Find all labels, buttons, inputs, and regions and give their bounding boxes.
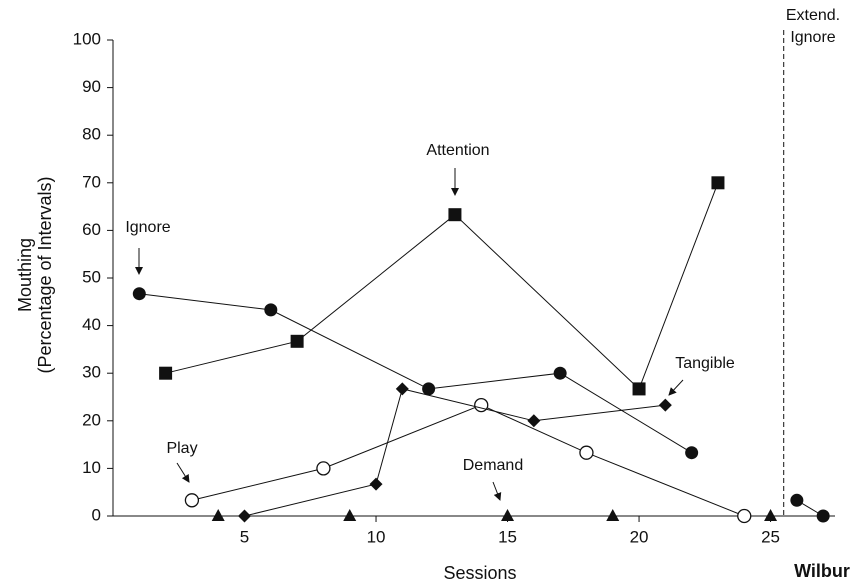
y-tick-label: 80: [82, 125, 101, 144]
phase-label: Ignore: [790, 29, 835, 46]
point: [422, 382, 436, 396]
annotation-arrow: [668, 379, 684, 396]
series-line: [139, 293, 692, 454]
point: [816, 509, 830, 523]
series-annotation: Ignore: [125, 219, 170, 236]
point: [553, 366, 567, 380]
series-annotation: Tangible: [675, 355, 735, 372]
point: [790, 493, 804, 507]
series-line: [165, 182, 719, 390]
point: [685, 446, 699, 460]
annotation-arrow: [492, 481, 502, 501]
series-line: [244, 388, 666, 517]
y-tick-label: 60: [82, 220, 101, 239]
point: [369, 477, 383, 491]
y-tick-label: 10: [82, 458, 101, 477]
point: [395, 382, 409, 396]
y-tick-label: 30: [82, 363, 101, 382]
point: [211, 509, 225, 521]
y-tick-label: 50: [82, 267, 101, 286]
series-annotation: Attention: [426, 142, 489, 159]
x-tick-label: 20: [630, 527, 649, 546]
point: [316, 461, 331, 476]
y-tick-label: 70: [82, 172, 101, 191]
x-axis-title: Sessions: [443, 563, 516, 583]
y-tick-label: 40: [82, 315, 101, 334]
phase-label: Extend.: [786, 7, 840, 24]
y-axis-title: (Percentage of Intervals): [35, 176, 55, 373]
x-tick-label: 5: [240, 527, 249, 546]
point: [448, 208, 462, 222]
annotation-arrow: [176, 462, 190, 483]
point: [711, 176, 725, 190]
point: [764, 509, 778, 521]
point: [184, 493, 200, 508]
participant: Wilbur: [794, 561, 850, 581]
y-tick-label: 100: [73, 29, 101, 48]
point: [159, 366, 173, 380]
point: [658, 398, 672, 412]
y-tick-label: 20: [82, 410, 101, 429]
y-axis-title: Mouthing: [15, 238, 35, 312]
point: [606, 509, 620, 521]
point: [737, 508, 752, 524]
y-tick-label: 90: [82, 77, 101, 96]
point: [132, 287, 146, 301]
x-tick-label: 10: [367, 527, 386, 546]
x-tick-label: 25: [761, 527, 780, 546]
point: [632, 382, 646, 396]
point: [501, 509, 515, 521]
point: [579, 445, 594, 460]
point: [264, 303, 278, 317]
point: [290, 334, 304, 348]
x-tick-label: 15: [498, 527, 517, 546]
series-annotation: Play: [166, 440, 197, 457]
series-annotation: Demand: [463, 457, 523, 474]
point: [343, 509, 357, 521]
y-tick-label: 0: [92, 505, 101, 524]
point: [238, 509, 252, 523]
point: [527, 414, 541, 428]
